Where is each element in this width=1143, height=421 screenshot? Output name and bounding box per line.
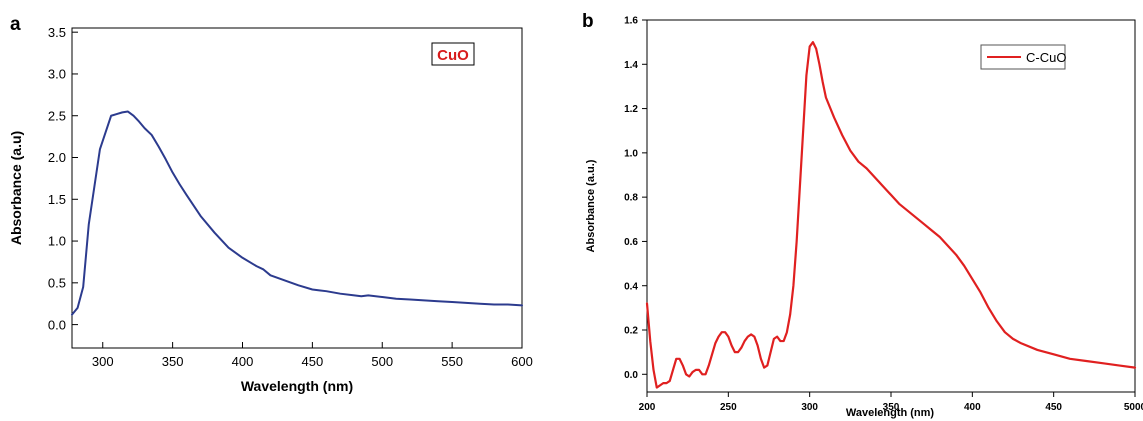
y-tick-label-b: 0.2 — [624, 326, 638, 337]
panel-label-a: a — [10, 14, 21, 35]
y-tick-label-b: 0.0 — [624, 370, 638, 381]
y-tick-label-b: 0.4 — [624, 281, 638, 292]
x-tick-label-a: 450 — [302, 354, 324, 369]
x-tick-label-b: 200 — [639, 402, 656, 413]
y-tick-label-a: 0.0 — [48, 317, 66, 332]
chart-panel-a: a 300 350 400 450 500 550 600 0.0 0.5 1.0 1.5 2.0 2… — [8, 14, 533, 394]
x-axis-label-b: Wavelength (nm) — [846, 407, 935, 419]
y-axis-label-b: Absorbance (a.u.) — [585, 159, 597, 252]
x-tick-label-a: 300 — [92, 354, 114, 369]
legend-a: CuO — [431, 42, 475, 66]
y-tick-label-a: 0.5 — [48, 276, 66, 291]
x-tick-label-b: 350 — [883, 402, 900, 413]
x-axis-label-a: Wavelength (nm) — [241, 378, 353, 394]
y-axis-label-a: Absorbance (a.u) — [8, 131, 24, 245]
y-tick-label-a: 1.5 — [48, 192, 66, 207]
y-tick-label-b: 1.2 — [624, 104, 638, 115]
x-tick-label-a: 500 — [371, 354, 393, 369]
x-tick-label-b: 400 — [964, 402, 981, 413]
plot-area-b — [645, 41, 1137, 389]
y-tick-label-b: 1.6 — [624, 16, 638, 27]
y-tick-label-a: 1.0 — [48, 234, 66, 249]
series-line-a — [71, 110, 523, 316]
panel-label-b: b — [582, 11, 594, 32]
legend-entry-b: C-CuO — [1026, 50, 1066, 65]
y-tick-label-a: 3.5 — [48, 25, 66, 40]
x-tick-label-b: 300 — [801, 402, 818, 413]
y-tick-label-b: 0.6 — [624, 237, 638, 248]
x-tick-label-a: 400 — [232, 354, 254, 369]
plot-area-a — [71, 110, 523, 316]
y-tick-label-a: 2.5 — [48, 108, 66, 123]
series-line-b — [645, 41, 1137, 389]
y-axis-b: 0.0 0.2 0.4 0.6 0.8 1.0 1.2 1.4 1.6 — [624, 16, 647, 381]
x-tick-label-a: 600 — [511, 354, 533, 369]
x-tick-label-b: 250 — [720, 402, 737, 413]
y-tick-label-b: 0.8 — [624, 193, 638, 204]
plot-frame-a — [71, 27, 523, 349]
x-tick-label-a: 350 — [162, 354, 184, 369]
y-axis-a: 0.0 0.5 1.0 1.5 2.0 2.5 3.0 3.5 — [48, 25, 78, 332]
x-tick-label-a: 550 — [441, 354, 463, 369]
legend-box-a — [431, 42, 475, 66]
y-tick-label-a: 2.0 — [48, 150, 66, 165]
y-tick-label-b: 1.4 — [624, 60, 638, 71]
y-tick-label-b: 1.0 — [624, 148, 638, 159]
y-tick-label-a: 3.0 — [48, 67, 66, 82]
x-axis-a: 300 350 400 450 500 550 600 — [92, 342, 533, 369]
legend-entry-a: CuO — [437, 47, 469, 64]
x-tick-label-b: 450 — [1045, 402, 1062, 413]
legend-b: C-CuO — [980, 44, 1066, 70]
